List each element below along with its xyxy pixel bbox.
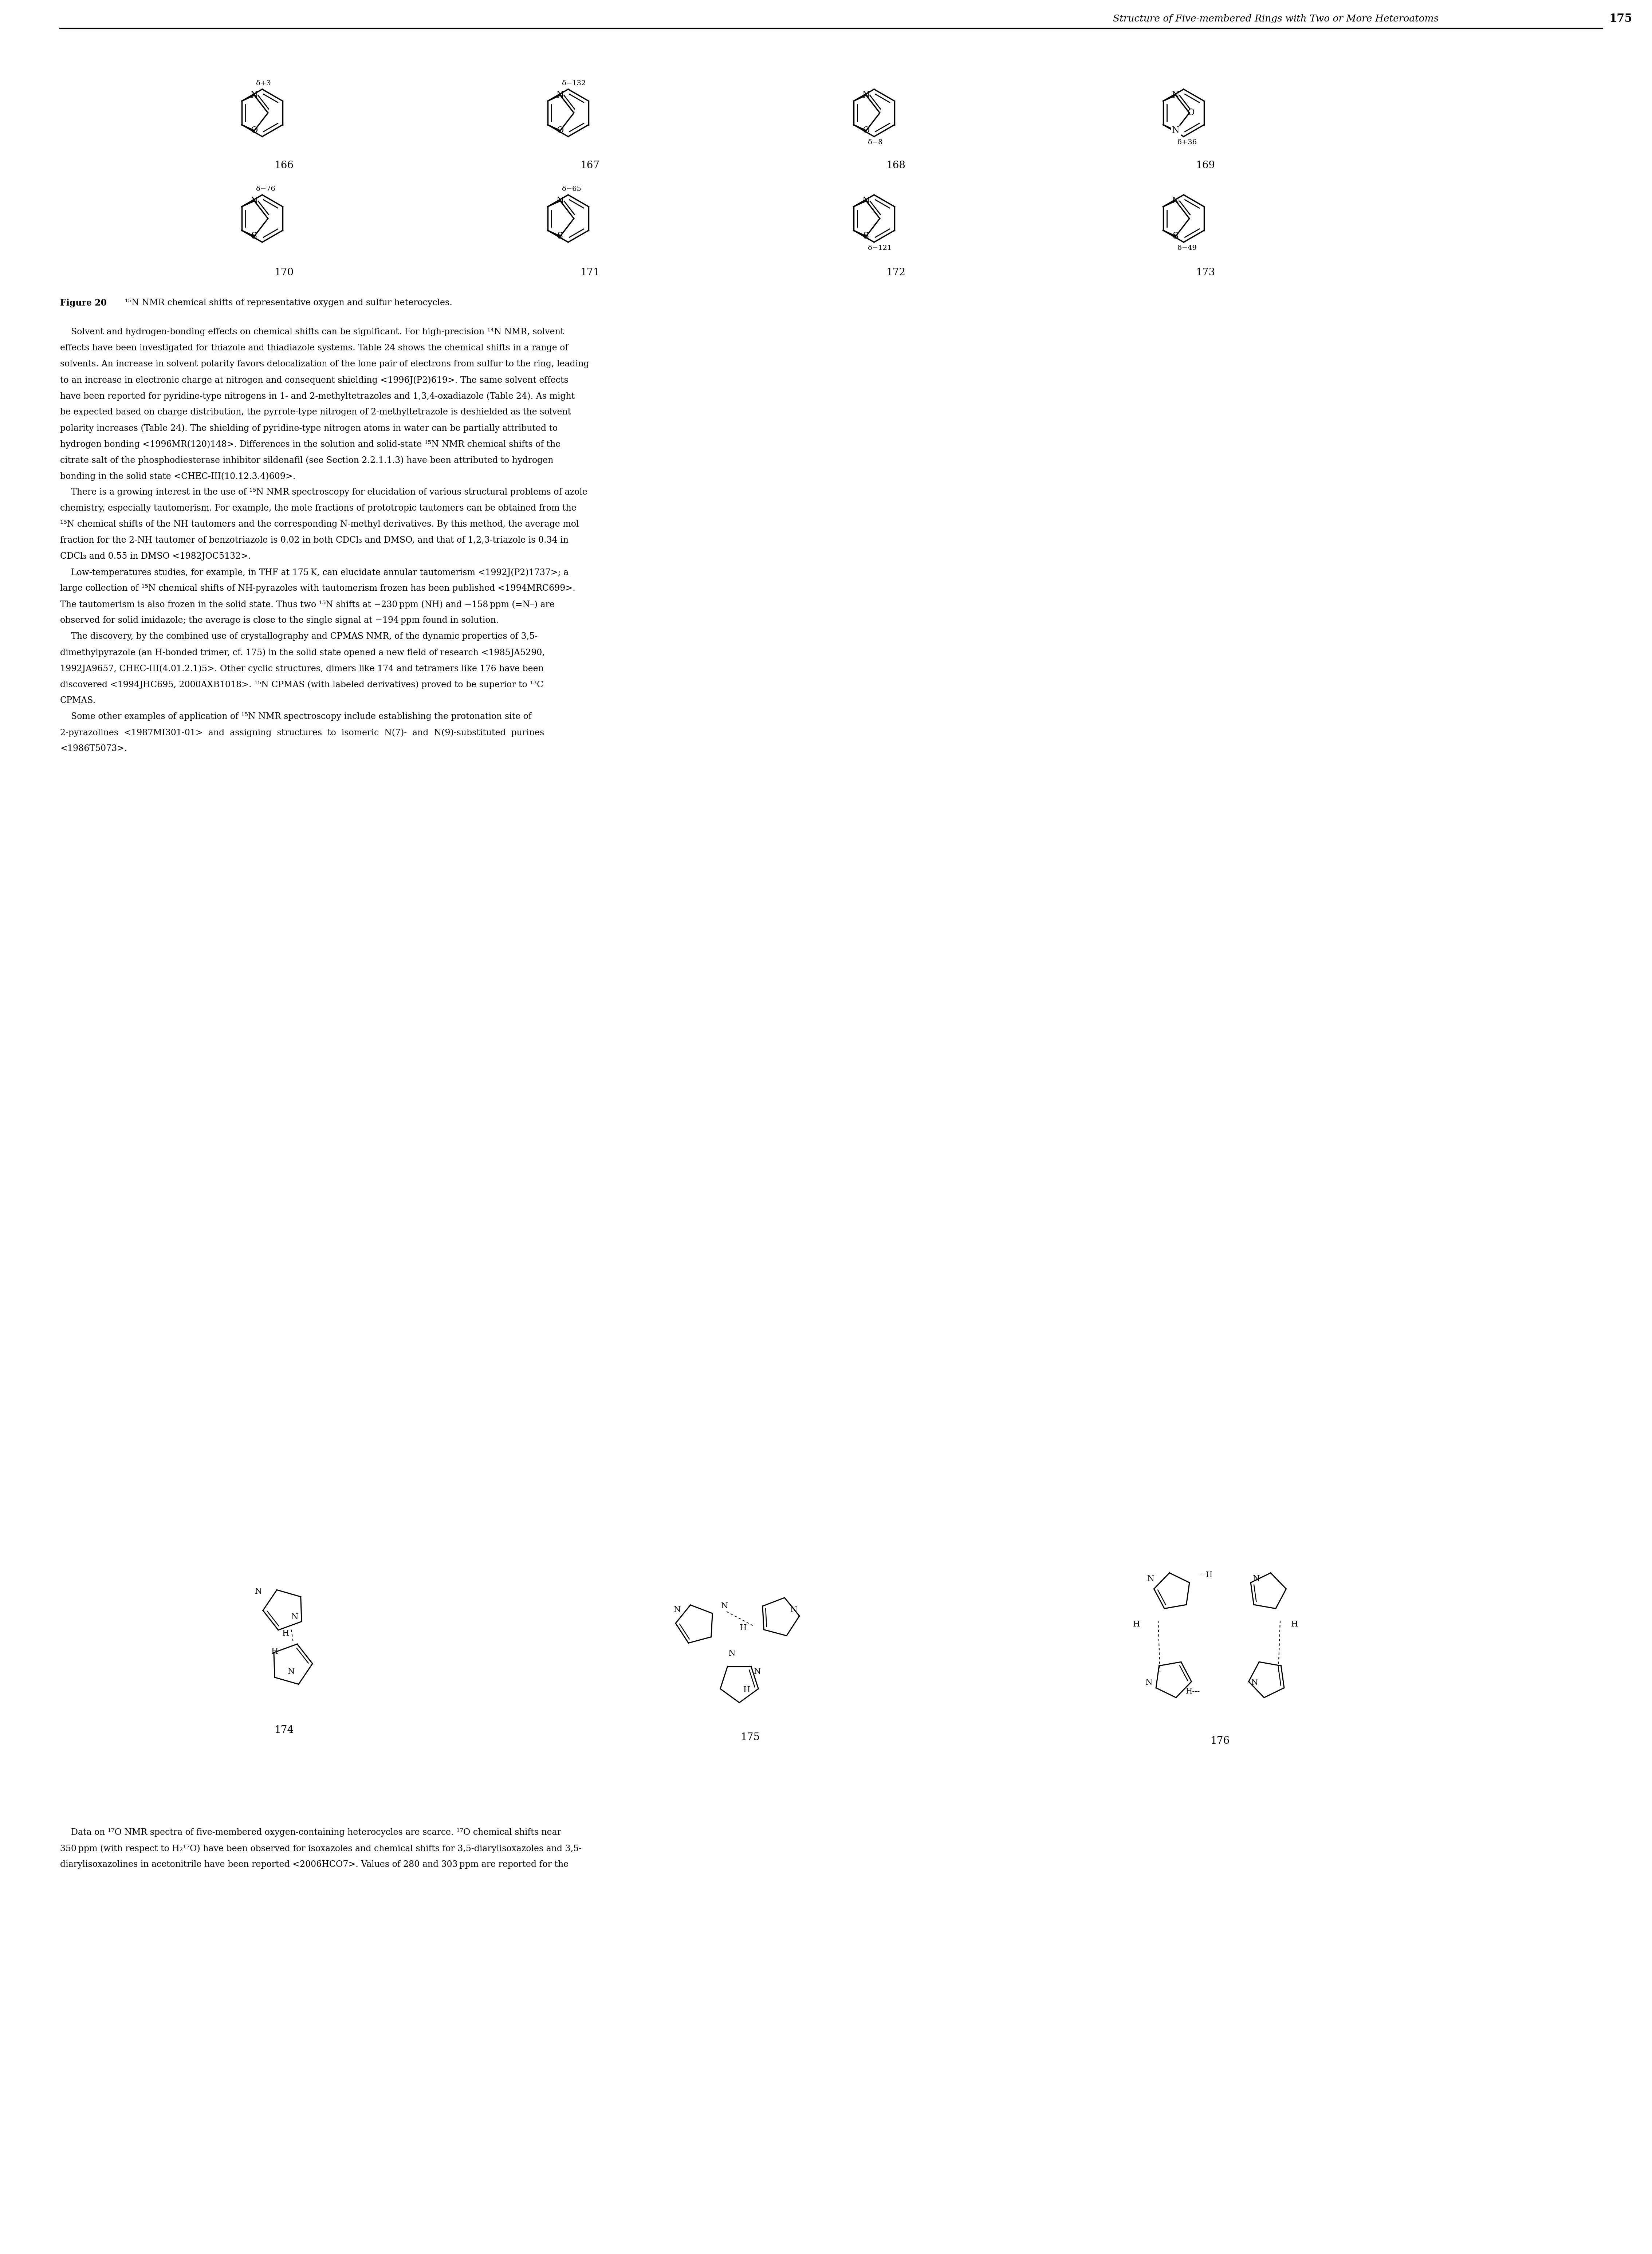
Text: N: N	[1145, 1679, 1153, 1686]
Text: effects have been investigated for thiazole and thiadiazole systems. Table 24 sh: effects have been investigated for thiaz…	[59, 345, 568, 352]
Text: δ−132: δ−132	[562, 81, 586, 88]
Text: O: O	[862, 126, 869, 135]
Text: N: N	[753, 1668, 762, 1675]
Text: N: N	[557, 196, 563, 205]
Text: diarylisoxazolines in acetonitrile have been reported <2006HCO7>. Values of 280 : diarylisoxazolines in acetonitrile have …	[59, 1860, 568, 1869]
Text: N: N	[291, 1614, 299, 1621]
Text: hydrogen bonding <1996MR(120)148>. Differences in the solution and solid-state ¹: hydrogen bonding <1996MR(120)148>. Diffe…	[59, 440, 560, 449]
Text: polarity increases (Table 24). The shielding of pyridine-type nitrogen atoms in : polarity increases (Table 24). The shiel…	[59, 424, 558, 433]
Text: 166: 166	[274, 160, 294, 171]
Text: N: N	[1146, 1576, 1155, 1582]
Text: CPMAS.: CPMAS.	[59, 696, 96, 706]
Text: N: N	[287, 1668, 296, 1675]
Text: H---: H---	[1186, 1688, 1199, 1695]
Text: N: N	[254, 1587, 263, 1596]
Text: ---H: ---H	[1198, 1571, 1213, 1578]
Text: 174: 174	[274, 1724, 294, 1736]
Text: The discovery, by the combined use of crystallography and CPMAS NMR, of the dyna: The discovery, by the combined use of cr…	[59, 631, 537, 640]
Text: 168: 168	[885, 160, 905, 171]
Text: 172: 172	[885, 268, 905, 277]
Text: N: N	[1171, 90, 1180, 99]
Text: H: H	[1133, 1621, 1140, 1627]
Text: citrate salt of the phosphodiesterase inhibitor sildenafil (see Section 2.2.1.1.: citrate salt of the phosphodiesterase in…	[59, 455, 553, 464]
Text: N: N	[251, 196, 258, 205]
Text: CDCl₃ and 0.55 in DMSO <1982JOC5132>.: CDCl₃ and 0.55 in DMSO <1982JOC5132>.	[59, 552, 251, 561]
Text: 173: 173	[1196, 268, 1216, 277]
Text: ¹⁵N NMR chemical shifts of representative oxygen and sulfur heterocycles.: ¹⁵N NMR chemical shifts of representativ…	[122, 298, 453, 307]
Text: O: O	[1188, 108, 1194, 117]
Text: dimethylpyrazole (an H-bonded trimer, cf. 175) in the solid state opened a new f: dimethylpyrazole (an H-bonded trimer, cf…	[59, 649, 545, 656]
Text: δ−8: δ−8	[867, 140, 882, 147]
Text: <1986T5073>.: <1986T5073>.	[59, 744, 127, 753]
Text: Low-temperatures studies, for example, in THF at 175 K, can elucidate annular ta: Low-temperatures studies, for example, i…	[59, 568, 568, 577]
Text: bonding in the solid state <CHEC-III(10.12.3.4)609>.: bonding in the solid state <CHEC-III(10.…	[59, 471, 296, 480]
Text: have been reported for pyridine-type nitrogens in 1- and 2-methyltetrazoles and : have been reported for pyridine-type nit…	[59, 392, 575, 401]
Text: N: N	[790, 1605, 798, 1614]
Text: N: N	[1252, 1576, 1260, 1582]
Text: N: N	[862, 90, 871, 99]
Text: solvents. An increase in solvent polarity favors delocalization of the lone pair: solvents. An increase in solvent polarit…	[59, 361, 590, 367]
Text: Figure 20: Figure 20	[59, 298, 107, 307]
Text: fraction for the 2-NH tautomer of benzotriazole is 0.02 in both CDCl₃ and DMSO, : fraction for the 2-NH tautomer of benzot…	[59, 536, 568, 545]
Text: discovered <1994JHC695, 2000AXB1018>. ¹⁵N CPMAS (with labeled derivatives) prove: discovered <1994JHC695, 2000AXB1018>. ¹⁵…	[59, 681, 544, 690]
Text: N: N	[251, 90, 258, 99]
Text: S: S	[1173, 232, 1178, 241]
Text: δ−65: δ−65	[562, 185, 582, 192]
Text: 1992JA9657, CHEC-III(4.01.2.1)5>. Other cyclic structures, dimers like 174 and t: 1992JA9657, CHEC-III(4.01.2.1)5>. Other …	[59, 665, 544, 674]
Text: 167: 167	[580, 160, 600, 171]
Text: H: H	[743, 1686, 750, 1693]
Text: H: H	[740, 1623, 747, 1632]
Text: large collection of ¹⁵N chemical shifts of NH-pyrazoles with tautomerism frozen : large collection of ¹⁵N chemical shifts …	[59, 584, 575, 593]
Text: H: H	[282, 1630, 289, 1636]
Text: There is a growing interest in the use of ¹⁵N NMR spectroscopy for elucidation o: There is a growing interest in the use o…	[59, 489, 588, 496]
Text: N: N	[557, 90, 563, 99]
Text: H: H	[1292, 1621, 1298, 1627]
Text: δ+3: δ+3	[256, 81, 271, 88]
Text: observed for solid imidazole; the average is close to the single signal at −194 : observed for solid imidazole; the averag…	[59, 615, 499, 624]
Text: δ−49: δ−49	[1178, 243, 1196, 250]
Text: Some other examples of application of ¹⁵N NMR spectroscopy include establishing : Some other examples of application of ¹⁵…	[59, 712, 532, 721]
Text: N: N	[1171, 126, 1180, 135]
Text: 169: 169	[1196, 160, 1216, 171]
Text: S: S	[557, 232, 563, 241]
Text: 170: 170	[274, 268, 294, 277]
Text: 171: 171	[580, 268, 600, 277]
Text: N: N	[862, 196, 871, 205]
Text: N: N	[1251, 1679, 1259, 1686]
Text: chemistry, especially tautomerism. For example, the mole fractions of prototropi: chemistry, especially tautomerism. For e…	[59, 505, 577, 512]
Text: N: N	[722, 1603, 729, 1609]
Text: O: O	[251, 126, 258, 135]
Text: N: N	[674, 1605, 681, 1614]
Text: H: H	[271, 1648, 279, 1657]
Text: Solvent and hydrogen-bonding effects on chemical shifts can be significant. For : Solvent and hydrogen-bonding effects on …	[59, 327, 563, 336]
Text: 175: 175	[740, 1733, 760, 1742]
Text: S: S	[864, 232, 869, 241]
Text: δ+36: δ+36	[1178, 140, 1198, 147]
Text: be expected based on charge distribution, the pyrrole-type nitrogen of 2-methylt: be expected based on charge distribution…	[59, 408, 572, 417]
Text: N: N	[1171, 196, 1180, 205]
Text: 2-pyrazolines  <1987MI301-01>  and  assigning  structures  to  isomeric  N(7)-  : 2-pyrazolines <1987MI301-01> and assigni…	[59, 728, 544, 737]
Text: δ−76: δ−76	[256, 185, 276, 192]
Text: to an increase in electronic charge at nitrogen and consequent shielding <1996J(: to an increase in electronic charge at n…	[59, 376, 568, 385]
Text: O: O	[557, 126, 563, 135]
Text: O: O	[1173, 126, 1180, 135]
Text: 350 ppm (with respect to H₂¹⁷O) have been observed for isoxazoles and chemical s: 350 ppm (with respect to H₂¹⁷O) have bee…	[59, 1844, 582, 1853]
Text: 176: 176	[1211, 1736, 1229, 1747]
Text: ¹⁵N chemical shifts of the NH tautomers and the corresponding N-methyl derivativ: ¹⁵N chemical shifts of the NH tautomers …	[59, 521, 578, 527]
Text: S: S	[251, 232, 258, 241]
Text: δ−121: δ−121	[867, 243, 892, 250]
Text: N: N	[1171, 126, 1180, 135]
Text: The tautomerism is also frozen in the solid state. Thus two ¹⁵N shifts at −230 p: The tautomerism is also frozen in the so…	[59, 600, 555, 609]
Text: Structure of Five-membered Rings with Two or More Heteroatoms: Structure of Five-membered Rings with Tw…	[1113, 14, 1439, 23]
Text: Data on ¹⁷O NMR spectra of five-membered oxygen-containing heterocycles are scar: Data on ¹⁷O NMR spectra of five-membered…	[59, 1828, 562, 1837]
Text: 175: 175	[1609, 14, 1632, 25]
Text: N: N	[729, 1650, 735, 1657]
